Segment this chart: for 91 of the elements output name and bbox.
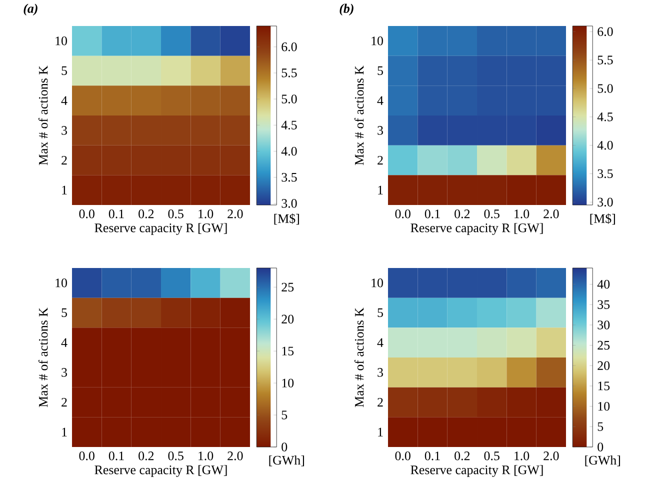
color-bar-label: 30 [598,320,610,330]
y-tick-label: 3 [378,368,383,377]
x-tick-label: 0.1 [424,452,440,460]
color-bar-label: 6.0 [598,27,613,36]
y-tick-label: 10 [372,278,383,288]
color-bar-label: 4.0 [597,140,613,150]
color-bar-label: 5.0 [598,84,613,93]
y-axis-title: Max # of actions K [354,66,364,166]
x-tick-label: 0.2 [454,452,470,460]
y-tick-label: 2 [378,156,383,165]
x-tick-label: 0.1 [424,210,440,218]
y-tick-label: 1 [378,186,383,194]
x-tick-label: 0.5 [168,210,184,218]
color-bar-label: 20 [598,361,610,370]
x-tick-label: 0.0 [79,210,94,218]
color-bar-label: 0 [282,442,288,452]
color-bar-label: 6.0 [282,42,297,52]
y-tick-label: 10 [56,278,67,288]
y-tick-label: 5 [62,308,67,318]
x-tick-label: 2.0 [228,210,243,218]
color-bar-label: 15 [598,382,610,390]
color-bar-label: 4.5 [281,120,297,130]
x-tick-label: 0.5 [484,452,500,460]
color-bar-label: 4.0 [281,146,297,156]
color-bar-title: [M$] [590,214,615,225]
x-tick-label: 1.0 [514,210,530,218]
color-bar-label: 40 [597,280,610,289]
y-axis-title: Max # of actions K [38,66,48,166]
color-bar-label: 3.0 [598,198,613,207]
color-bar-label: 4.5 [597,112,613,122]
x-axis-title: Reserve capacity R [GW] [94,223,227,235]
y-tick-label: 1 [62,428,67,436]
color-bar-label: 5 [598,422,604,431]
color-bar-label: 0 [598,442,604,452]
y-tick-label: 10 [56,36,67,46]
color-bar-label: 25 [598,340,610,350]
x-axis-title: Reserve capacity R [GW] [94,465,227,477]
y-tick-label: 2 [62,398,67,407]
y-axis-title: Max # of actions K [354,308,364,408]
y-tick-label: 4 [61,338,68,347]
y-tick-label: 5 [378,66,383,76]
y-tick-label: 5 [62,66,67,76]
y-axis-title: Max # of actions K [38,308,48,408]
y-tick-label: 4 [61,96,68,105]
x-tick-label: 0.2 [454,210,470,218]
y-tick-label: 1 [62,186,67,194]
color-bar-label: 5.5 [282,68,297,78]
color-bar-label: 5.0 [282,94,297,104]
x-axis-title: Reserve capacity R [GW] [410,223,543,235]
x-tick-label: 2.0 [228,452,243,460]
y-tick-label: 4 [377,96,384,105]
x-tick-label: 2.0 [544,452,559,460]
y-tick-label: 2 [378,398,383,407]
color-bar-label: 25 [282,282,294,292]
color-bar-label: 3.0 [282,199,297,208]
x-tick-label: 1.0 [514,452,530,460]
chart-title: (a) [24,4,38,16]
x-tick-label: 1.0 [198,452,214,460]
color-bar-label: 3.5 [282,172,297,182]
x-tick-label: 0.0 [395,210,410,218]
color-bar-title: [M$] [274,214,299,225]
x-tick-label: 0.2 [138,210,154,218]
x-tick-label: 0.0 [395,452,410,460]
color-bar-label: 10 [598,402,610,411]
y-tick-label: 10 [372,36,383,46]
color-bar-title: [GWh] [585,456,620,466]
x-tick-label: 2.0 [544,210,559,218]
color-bar-label: 5 [282,410,288,420]
y-tick-label: 3 [62,368,67,377]
color-bar-label: 3.5 [598,169,613,178]
y-tick-label: 3 [62,126,67,135]
y-tick-label: 5 [378,308,383,318]
color-bar-label: 35 [598,300,610,309]
x-tick-label: 0.1 [108,210,124,218]
x-tick-label: 0.5 [484,210,500,218]
x-tick-label: 0.5 [168,452,184,460]
x-tick-label: 1.0 [198,210,214,218]
y-tick-label: 4 [377,338,384,347]
x-tick-label: 0.0 [79,452,94,460]
color-bar-label: 10 [282,378,294,388]
x-tick-label: 0.1 [108,452,124,460]
chart-title: (b) [340,4,354,16]
y-tick-label: 2 [62,156,67,165]
color-bar-label: 15 [282,346,294,356]
x-axis-title: Reserve capacity R [GW] [410,465,543,477]
y-tick-label: 1 [378,428,383,436]
y-tick-label: 3 [378,126,383,135]
x-tick-label: 0.2 [138,452,154,460]
color-bar-title: [GWh] [269,456,304,466]
color-bar-label: 20 [282,314,294,324]
color-bar-label: 5.5 [598,56,613,64]
